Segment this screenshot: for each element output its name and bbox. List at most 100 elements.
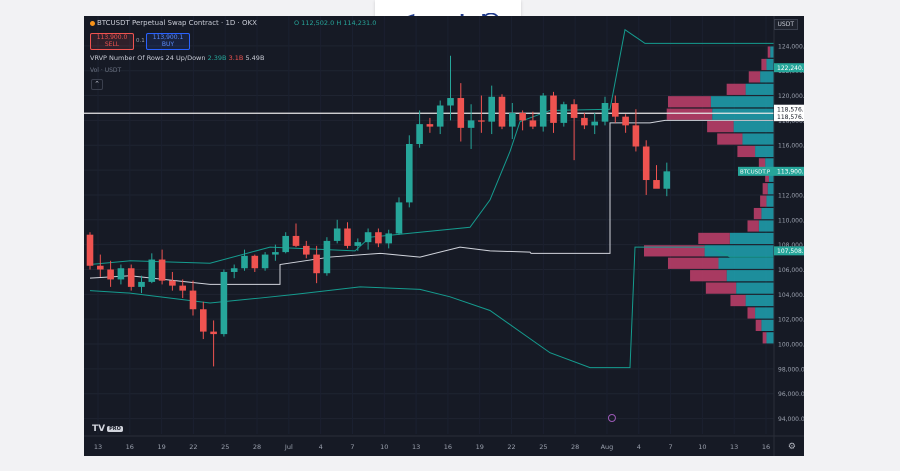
x-tick-label: 13 xyxy=(412,443,420,451)
chart-panel[interactable]: 94,000.0 96,000.0 98,000.0 100,000.0 102,000… xyxy=(84,16,804,456)
buy-button[interactable]: 113,900.1 BUY xyxy=(146,33,190,50)
x-tick-label: 4 xyxy=(637,443,641,451)
x-tick-label: 10 xyxy=(698,443,706,451)
x-tick-label: 16 xyxy=(444,443,452,451)
axis-price-label: 113,900.1 xyxy=(777,169,804,176)
candle-body xyxy=(570,104,578,118)
vp-down-bar xyxy=(705,282,737,294)
x-tick-label: 22 xyxy=(189,443,197,451)
vp-up-bar xyxy=(755,307,774,319)
price-chart[interactable]: 94,000.0 96,000.0 98,000.0 100,000.0 102,000… xyxy=(84,16,804,456)
vrvp-indicator-legend[interactable]: VRVP Number Of Rows 24 Up/Down 2.39B 3.1… xyxy=(90,54,264,62)
sell-price: 113,900.0 xyxy=(96,34,128,41)
candle-body xyxy=(86,234,94,266)
currency-selector[interactable]: USDT xyxy=(773,19,798,30)
vp-up-bar xyxy=(712,108,774,120)
x-tick-label: Jul xyxy=(284,443,293,451)
candle-body xyxy=(261,254,269,269)
y-tick-label: 98,000.0 xyxy=(778,366,804,373)
ohlc-readout: O 112,502.0 H 114,231.0 xyxy=(294,19,377,27)
y-tick-label: 104,000.0 xyxy=(778,292,804,299)
vp-up-bar xyxy=(766,332,774,344)
volume-legend[interactable]: Vol · USDT xyxy=(90,67,122,74)
candle-body xyxy=(323,240,331,274)
candle-body xyxy=(406,144,413,203)
candle-body xyxy=(509,112,516,127)
vp-down-bar xyxy=(747,220,759,232)
candle-body xyxy=(107,269,114,280)
x-tick-label: 22 xyxy=(507,443,515,451)
channel-lower-line xyxy=(89,246,790,369)
vp-down-bar xyxy=(690,270,727,282)
axis-price-label-bg xyxy=(774,166,804,176)
y-tick-label: 100,000.0 xyxy=(778,342,804,349)
x-tick-label: 25 xyxy=(539,443,547,451)
candle-body xyxy=(385,233,392,244)
x-tick-label: 7 xyxy=(350,443,354,451)
x-tick-label: 28 xyxy=(253,443,261,451)
vp-up-bar xyxy=(760,71,774,83)
vp-up-bar xyxy=(761,207,774,220)
tradingview-logo: TV PRO xyxy=(92,424,123,434)
candle-body xyxy=(292,235,300,246)
vp-up-bar xyxy=(761,319,774,332)
axis-price-label-bg xyxy=(774,63,804,73)
vp-down-bar xyxy=(698,232,730,245)
candle-body xyxy=(220,271,228,335)
logo-text: TV xyxy=(92,424,106,434)
vp-up-bar xyxy=(758,220,774,232)
x-tick-label: 28 xyxy=(571,443,579,451)
last-price-symbol-tag-bg xyxy=(738,166,774,176)
collapse-legend-button[interactable]: ⌃ xyxy=(91,79,103,90)
vrvp-name: VRVP Number Of Rows 24 Up/Down xyxy=(90,54,206,62)
vp-down-bar xyxy=(666,108,713,120)
sell-button[interactable]: 113,900.0 SELL xyxy=(90,33,134,50)
vp-down-bar xyxy=(762,332,767,344)
candle-body xyxy=(601,103,609,122)
vp-down-bar xyxy=(767,46,771,58)
candle-body xyxy=(272,252,279,255)
x-tick-label: Aug xyxy=(601,443,614,451)
vp-down-bar xyxy=(748,71,761,83)
candle-body xyxy=(200,309,207,332)
vp-up-bar xyxy=(770,46,774,58)
vp-up-bar xyxy=(765,158,774,170)
vp-up-bar xyxy=(766,195,774,207)
candle-body xyxy=(591,121,598,126)
symbol-title[interactable]: BTCUSDT Perpetual Swap Contract · 1D · O… xyxy=(90,19,257,27)
vp-up-bar xyxy=(729,232,774,245)
y-tick-label: 102,000.0 xyxy=(778,317,804,324)
vp-down-bar xyxy=(737,145,756,158)
vp-down-bar xyxy=(707,120,734,133)
axis-price-label: 107,508.40 xyxy=(777,248,804,255)
candle-body xyxy=(519,112,526,121)
axis-price-label: 122,240.20 xyxy=(777,65,804,72)
candle-body xyxy=(539,95,547,127)
x-tick-label: 10 xyxy=(380,443,388,451)
y-tick-label: 112,000.0 xyxy=(778,192,804,199)
x-tick-label: 4 xyxy=(319,443,323,451)
vp-down-bar xyxy=(765,170,769,182)
price-axis-bg xyxy=(774,16,804,456)
candle-body xyxy=(416,124,423,144)
vp-down-bar xyxy=(747,307,756,319)
candle-body xyxy=(447,98,454,106)
vp-up-bar xyxy=(768,170,774,182)
x-tick-label: 25 xyxy=(221,443,229,451)
vp-up-bar xyxy=(767,183,774,195)
vp-up-bar xyxy=(736,282,774,294)
candle-body xyxy=(632,125,640,147)
gear-icon[interactable]: ⚙ xyxy=(787,442,796,452)
vrvp-up: 2.39B xyxy=(207,54,227,62)
y-tick-label: 106,000.0 xyxy=(778,267,804,274)
candle-body xyxy=(560,104,568,123)
candle-body xyxy=(457,98,465,128)
vp-up-bar xyxy=(733,120,774,133)
vp-down-bar xyxy=(755,319,762,332)
candle-body xyxy=(230,268,238,272)
candle-body xyxy=(581,117,588,126)
candle-body xyxy=(333,228,341,241)
axis-price-label-bg xyxy=(774,104,804,114)
candle-body xyxy=(169,280,176,286)
spread-value: 0.1 xyxy=(136,38,145,44)
